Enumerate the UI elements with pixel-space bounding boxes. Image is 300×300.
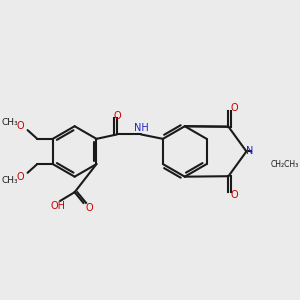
Text: OH: OH bbox=[50, 201, 65, 211]
Text: O: O bbox=[17, 172, 25, 182]
Text: NH: NH bbox=[134, 123, 148, 133]
Text: O: O bbox=[85, 203, 93, 213]
Text: O: O bbox=[113, 111, 121, 121]
Text: CH₂CH₃: CH₂CH₃ bbox=[271, 160, 299, 169]
Text: O: O bbox=[17, 121, 25, 131]
Text: O: O bbox=[230, 103, 238, 113]
Text: O: O bbox=[230, 190, 238, 200]
Text: CH₃: CH₃ bbox=[1, 176, 18, 185]
Text: CH₃: CH₃ bbox=[1, 118, 18, 127]
Text: N: N bbox=[246, 146, 253, 157]
